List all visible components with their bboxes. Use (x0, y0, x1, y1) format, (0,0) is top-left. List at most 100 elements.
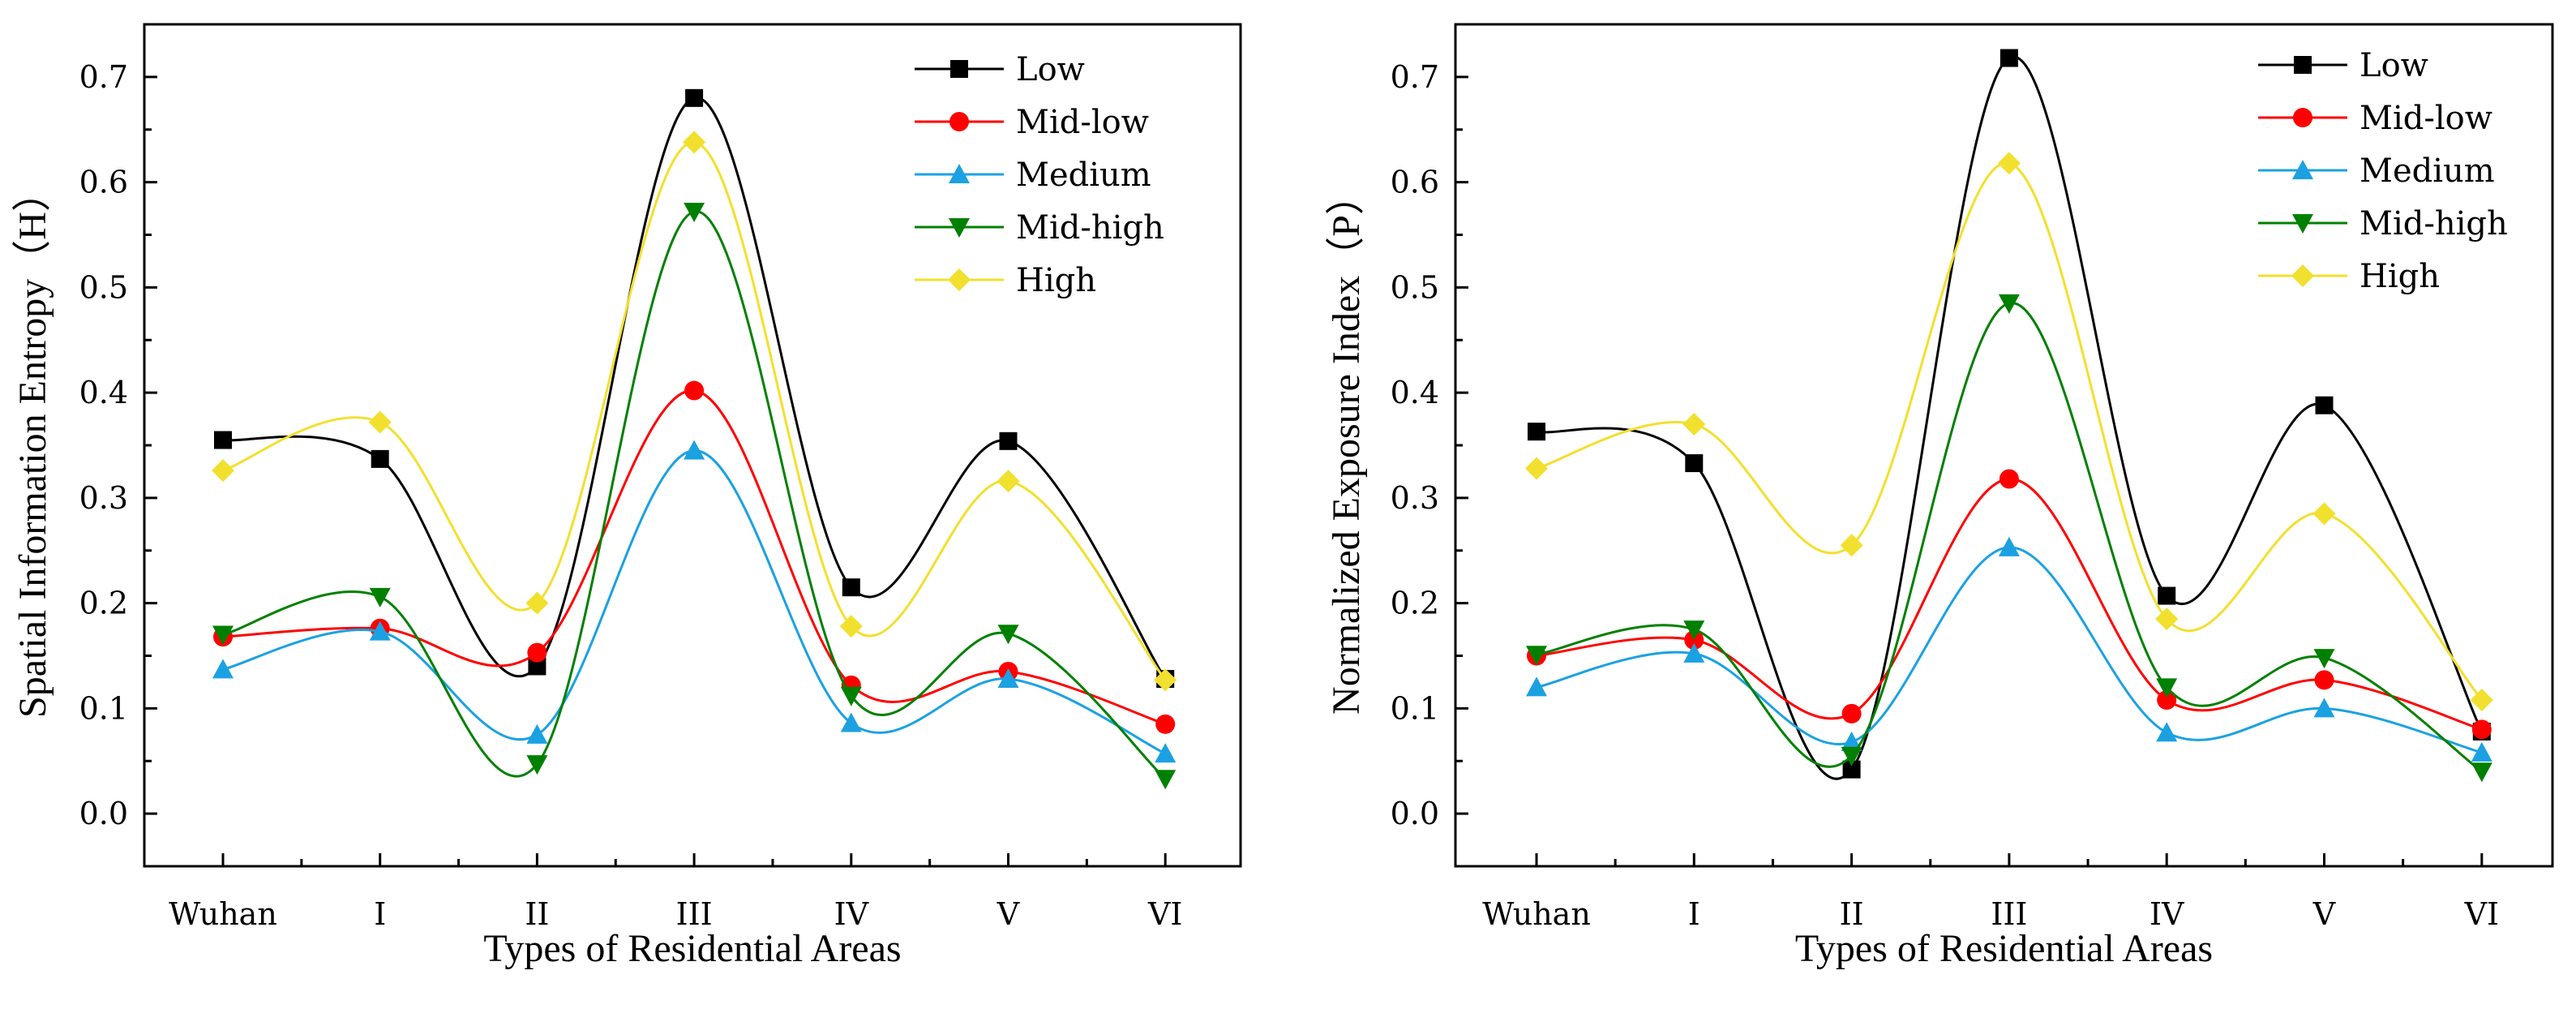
series-mid-low (213, 380, 1176, 734)
x-tick-label: I (374, 896, 386, 932)
legend-label: High (1016, 262, 1096, 299)
y-axis-title: Normalized Exposure Index（P） (1325, 176, 1368, 715)
data-point (683, 131, 706, 154)
data-point (2155, 608, 2179, 631)
series-medium (212, 440, 1177, 763)
data-point (1841, 731, 1862, 751)
data-point (2157, 689, 2177, 710)
data-point (842, 578, 860, 597)
x-tick-label: IV (2150, 896, 2184, 932)
series-high (1525, 152, 2493, 711)
x-tick-label: III (1991, 896, 2027, 932)
y-tick-label: 0.1 (1391, 690, 1439, 726)
x-tick-label: I (1688, 896, 1700, 932)
data-point (1682, 413, 1706, 436)
data-point (997, 668, 1019, 689)
x-tick-label: II (525, 896, 549, 932)
data-point (685, 88, 704, 107)
y-axis-title: Spatial Information Entropy（H） (11, 173, 54, 718)
data-point (1155, 770, 1177, 790)
data-point (1840, 534, 1863, 557)
x-tick-label: Wuhan (1482, 896, 1591, 932)
data-point (1998, 536, 2020, 556)
series-medium (1526, 536, 2492, 762)
x-tick-label: IV (834, 896, 869, 932)
legend: Low Mid-low Medium Mid-high High (915, 51, 1164, 299)
y-tick-label: 0.0 (79, 796, 128, 831)
data-point (1842, 760, 1861, 779)
legend-label: Medium (2360, 152, 2495, 190)
data-point (2470, 688, 2493, 711)
data-point (2158, 586, 2176, 605)
data-point (1526, 676, 1547, 697)
data-point (2315, 396, 2334, 414)
y-tick-label: 0.4 (79, 375, 128, 410)
legend-marker (948, 268, 971, 291)
y-tick-label: 0.0 (1391, 796, 1439, 831)
data-point (1528, 423, 1545, 441)
data-point (840, 712, 862, 732)
data-point (2156, 722, 2178, 742)
data-point (1999, 469, 2019, 489)
legend-marker (2291, 264, 2314, 287)
series-mid-high (1526, 294, 2492, 783)
data-point (1685, 454, 1704, 473)
data-point (2313, 649, 2335, 669)
y-tick-label: 0.5 (1391, 269, 1439, 305)
series-high (212, 131, 1177, 692)
data-point (2312, 502, 2336, 526)
y-tick-label: 0.1 (79, 690, 128, 726)
series-mid-low (1527, 469, 2492, 740)
data-point (2471, 719, 2492, 740)
data-point (369, 587, 391, 608)
x-tick-label: III (676, 896, 713, 932)
data-point (1155, 743, 1177, 763)
data-point (1525, 457, 1548, 480)
x-tick-label: V (997, 896, 1020, 932)
legend-label: Mid-high (1016, 209, 1164, 247)
y-tick-label: 0.5 (79, 269, 128, 305)
y-tick-label: 0.7 (79, 59, 128, 95)
data-point (684, 202, 705, 222)
y-tick-label: 0.3 (79, 480, 128, 516)
data-point (526, 755, 548, 775)
x-axis-title: Types of Residential Areas (1795, 927, 2213, 970)
x-tick-label: Wuhan (169, 896, 277, 932)
data-point (1841, 703, 1862, 723)
data-point (526, 723, 548, 744)
data-point (212, 625, 234, 646)
series-line (1536, 546, 2483, 754)
data-point (840, 686, 862, 706)
data-point (214, 431, 232, 449)
data-point (1154, 668, 1177, 692)
data-point (212, 459, 234, 483)
data-point (999, 432, 1018, 450)
data-point (2156, 678, 2178, 698)
series-line (1536, 161, 2483, 701)
y-tick-label: 0.6 (79, 165, 128, 200)
y-tick-label: 0.2 (79, 586, 128, 621)
data-point (997, 470, 1020, 493)
y-tick-label: 0.7 (1391, 59, 1439, 95)
x-tick-label: VI (1147, 896, 1182, 932)
x-axis-title: Types of Residential Areas (483, 927, 901, 970)
legend-label: Low (1016, 51, 1085, 88)
x-tick-label: V (2312, 896, 2336, 932)
legend-label: High (2360, 258, 2440, 295)
data-point (997, 625, 1019, 645)
y-tick-label: 0.4 (1391, 375, 1439, 410)
data-point (1998, 294, 2020, 314)
data-point (839, 615, 863, 638)
data-point (212, 659, 234, 679)
y-tick-label: 0.3 (1391, 480, 1439, 516)
series-line (222, 449, 1166, 755)
legend-marker (2293, 108, 2312, 127)
x-tick-label: II (1840, 896, 1864, 932)
plot-frame (1454, 23, 2554, 868)
data-point (2471, 741, 2492, 762)
data-point (1683, 642, 1705, 663)
data-point (1997, 152, 2021, 175)
data-point (525, 591, 549, 615)
data-point (1683, 620, 1705, 641)
